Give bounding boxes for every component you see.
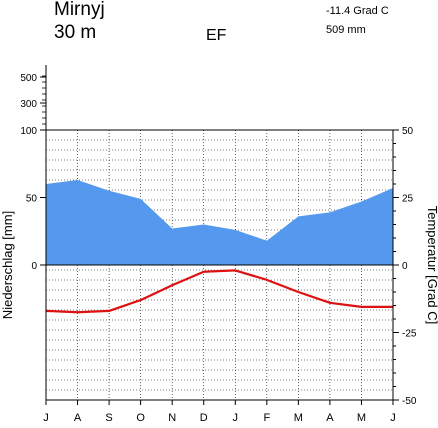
y-right-tick-label: 25 — [402, 194, 414, 205]
plot-frame — [45, 65, 394, 401]
upper-tick-label: 500 — [20, 73, 37, 84]
y-right-tick-label: 50 — [402, 126, 414, 137]
climate-class: EF — [206, 27, 227, 44]
y-right-tick-label: -50 — [402, 396, 417, 407]
precipitation-layer — [45, 179, 394, 265]
x-tick-label: J — [43, 412, 49, 424]
y-right-axis-label: Temperatur [Grad C] — [425, 206, 438, 325]
y-left-tick-label: 100 — [20, 126, 37, 137]
x-tick-label: M — [357, 412, 366, 424]
y-left-tick-label: 0 — [31, 261, 37, 272]
x-tick-label: A — [326, 412, 334, 424]
temperature-line — [45, 269, 393, 314]
x-tick-label: D — [200, 412, 208, 424]
x-tick-label: N — [168, 412, 176, 424]
annual-precipitation: 509 mm — [326, 24, 366, 36]
x-tick-label: M — [294, 412, 303, 424]
x-tick-label: S — [105, 412, 112, 424]
mean-temperature: -11.4 Grad C — [326, 5, 389, 17]
x-tick-label: J — [390, 412, 396, 424]
x-tick-label: A — [74, 412, 82, 424]
axis-ticks: J A S O N D J F M A M J 0 50 100 -50 -25 0 25 50 — [20, 126, 417, 424]
y-left-tick-label: 50 — [26, 194, 38, 205]
y-right-tick-label: 0 — [402, 261, 408, 272]
y-left-axis-label: Niederschlag [mm] — [0, 211, 15, 319]
station-elevation: 30 m — [54, 22, 96, 43]
x-tick-label: J — [233, 412, 239, 424]
station-name: Mirnyj — [54, 0, 105, 20]
upper-tick-label: 300 — [20, 99, 37, 110]
y-right-tick-label: -25 — [402, 329, 417, 340]
temperature-layer — [45, 269, 394, 314]
x-tick-label: O — [136, 412, 145, 424]
upper-precip-axis: 300 500 — [20, 73, 46, 125]
precipitation-area — [46, 179, 393, 265]
x-tick-label: F — [263, 412, 270, 424]
